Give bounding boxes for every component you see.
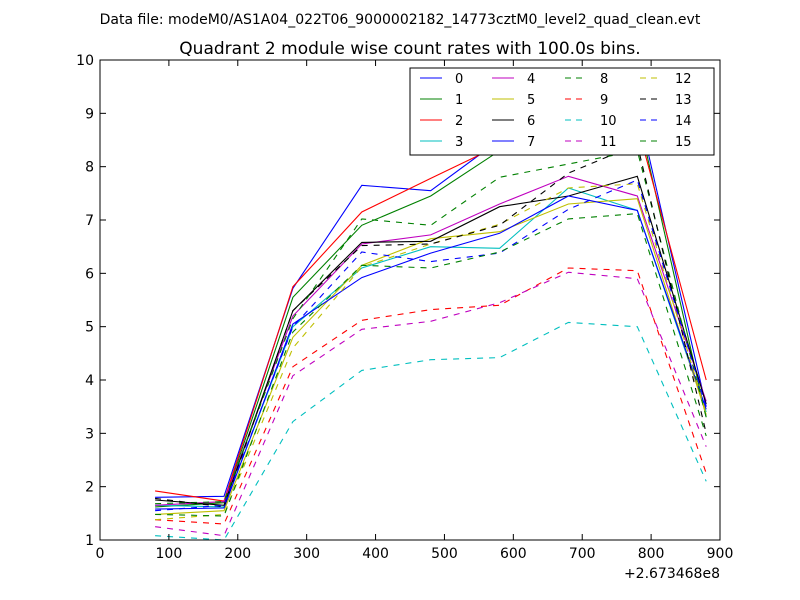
x-tick-label: 400 [362,546,389,562]
legend-label-10: 10 [600,114,617,129]
plot-frame [99,59,721,541]
x-offset-label: +2.673468e8 [624,566,720,582]
x-tick-label: 800 [638,546,665,562]
y-tick-label: 4 [85,373,94,389]
series-line-8 [155,150,707,505]
legend-label-7: 7 [527,135,535,150]
legend-label-9: 9 [600,93,608,108]
chart-title: Quadrant 2 module wise count rates with … [179,39,640,59]
series-line-2 [155,124,707,502]
legend-label-3: 3 [455,135,463,150]
y-tick-label: 5 [85,320,94,336]
legend-label-5: 5 [527,93,535,108]
legend-label-0: 0 [455,72,463,87]
legend-label-14: 14 [675,114,692,129]
y-tick-label: 6 [85,266,94,282]
x-tick-label: 700 [569,546,596,562]
series-line-5 [155,198,707,515]
legend-label-11: 11 [600,135,617,150]
legend-label-8: 8 [600,72,608,87]
x-tick-label: 300 [293,546,320,562]
legend-label-12: 12 [675,72,692,87]
legend-label-15: 15 [675,135,692,150]
series-line-11 [155,271,707,537]
x-tick-labels: 0 100 200 300 400 500 600 700 800 900 [96,546,734,562]
series-line-1 [155,111,707,508]
x-tick-label: 500 [431,546,458,562]
legend-label-2: 2 [455,114,463,129]
legend-label-1: 1 [455,93,463,108]
series-line-9 [155,267,707,525]
x-tick-label: 900 [707,546,734,562]
legend-label-4: 4 [527,72,535,87]
y-tick-label: 10 [76,53,94,69]
x-tick-label: 600 [500,546,527,562]
x-tick-label: 200 [224,546,251,562]
y-tick-label: 9 [85,106,94,122]
x-tick-label: 100 [156,546,183,562]
y-tick-label: 3 [85,426,94,442]
y-tick-label: 8 [85,160,94,176]
y-tick-label: 2 [85,480,94,496]
y-tick-label: 1 [85,533,94,549]
series-line-14 [155,179,707,512]
plot-lines [155,96,707,541]
series-line-15 [155,213,707,517]
series-line-0 [155,96,707,498]
series-line-13 [155,143,707,508]
x-tick-label: 0 [96,546,105,562]
series-line-10 [155,321,707,541]
legend-label-6: 6 [527,114,535,129]
figure-suptitle: Data file: modeM0/AS1A04_022T06_90000021… [100,12,701,28]
y-tick-labels: 1 2 3 4 5 6 7 8 9 10 [76,53,94,549]
y-tick-label: 7 [85,213,94,229]
legend-box [409,67,715,156]
legend-label-13: 13 [675,93,692,108]
